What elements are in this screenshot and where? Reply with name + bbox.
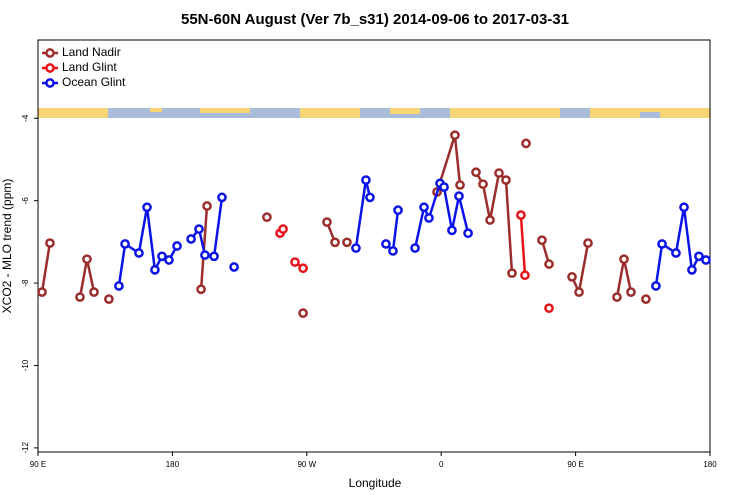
- chart-title: 55N-60N August (Ver 7b_s31) 2014-09-06 t…: [181, 11, 569, 28]
- data-point: [516, 210, 526, 220]
- data-point: [75, 292, 85, 302]
- data-point: [478, 179, 488, 190]
- x-tick-label: 90 W: [297, 460, 316, 469]
- legend-label: Land Nadir: [62, 45, 121, 59]
- legend-marker: [45, 63, 55, 73]
- data-point: [186, 234, 196, 244]
- data-point: [694, 251, 704, 262]
- data-point: [410, 243, 420, 253]
- x-axis-label: Longitude: [349, 476, 402, 490]
- data-point: [419, 202, 429, 213]
- data-point: [544, 259, 554, 269]
- y-tick-label: -12: [21, 442, 30, 454]
- data-point: [687, 265, 697, 275]
- data-point: [365, 192, 375, 203]
- data-point: [290, 257, 300, 267]
- data-point: [82, 254, 92, 265]
- data-point: [172, 241, 182, 251]
- data-point: [439, 182, 449, 192]
- x-tick-label: 90 E: [30, 460, 46, 469]
- y-tick-label: -8: [21, 279, 30, 287]
- data-point: [134, 248, 144, 258]
- data-point: [520, 270, 530, 281]
- data-point: [641, 294, 651, 304]
- data-point: [200, 250, 210, 260]
- data-point: [278, 224, 288, 234]
- x-tick-label: 180: [166, 460, 180, 469]
- data-point: [388, 246, 398, 256]
- data-point: [567, 272, 577, 282]
- data-point: [209, 251, 219, 262]
- data-point: [361, 175, 371, 185]
- data-point: [454, 191, 464, 201]
- data-point: [393, 205, 403, 216]
- plot-frame: [37, 39, 711, 453]
- data-point: [619, 254, 629, 265]
- legend-marker: [45, 48, 55, 58]
- data-point: [217, 192, 227, 203]
- data-point: [471, 167, 481, 178]
- data-point: [507, 268, 517, 279]
- data-point: [455, 180, 465, 190]
- legend-label: Land Glint: [62, 60, 117, 74]
- y-tick-label: -10: [21, 359, 30, 371]
- data-point: [537, 235, 547, 246]
- data-point: [463, 228, 473, 239]
- data-point: [626, 287, 636, 297]
- series-line: [117, 179, 707, 287]
- data-point: [262, 212, 272, 223]
- data-point: [150, 265, 160, 275]
- data-point: [142, 202, 152, 213]
- data-point: [657, 239, 667, 249]
- data-point: [671, 248, 681, 258]
- y-axis-label: XCO2 - MLO trend (ppm): [0, 179, 14, 314]
- x-tick-label: 90 E: [567, 460, 583, 469]
- data-point: [114, 281, 124, 291]
- data-point: [157, 251, 167, 262]
- data-point: [351, 243, 361, 253]
- data-point: [202, 201, 212, 211]
- x-tick-label: 0: [439, 460, 444, 469]
- data-point: [679, 202, 689, 213]
- data-point: [89, 287, 99, 297]
- data-point: [381, 239, 391, 249]
- data-point: [196, 284, 206, 295]
- x-tick-label: 180: [703, 460, 717, 469]
- data-point: [322, 217, 332, 227]
- data-point: [447, 225, 457, 236]
- data-point: [120, 239, 130, 249]
- data-point: [229, 262, 239, 272]
- data-point: [544, 303, 554, 314]
- data-point: [485, 215, 495, 225]
- data-point: [651, 281, 661, 291]
- land-ocean-strip: [38, 108, 710, 118]
- data-point: [501, 175, 511, 185]
- data-point: [521, 138, 531, 149]
- data-point: [701, 255, 711, 265]
- data-point: [104, 294, 114, 304]
- data-point: [450, 130, 460, 141]
- data-point: [45, 238, 55, 248]
- data-point: [612, 292, 622, 302]
- data-point: [194, 224, 204, 234]
- y-tick-label: -6: [21, 197, 30, 205]
- data-point: [583, 238, 593, 248]
- series-line: [42, 135, 646, 299]
- y-tick-label: -4: [21, 114, 30, 122]
- data-point: [164, 255, 174, 265]
- data-point: [424, 213, 434, 223]
- data-point: [342, 237, 352, 248]
- data-point: [298, 308, 308, 319]
- data-point: [37, 287, 47, 297]
- legend-label: Ocean Glint: [62, 75, 126, 89]
- data-point: [574, 287, 584, 297]
- legend-marker: [45, 78, 55, 88]
- data-point: [298, 263, 308, 274]
- data-point: [494, 168, 504, 178]
- data-point: [330, 237, 340, 248]
